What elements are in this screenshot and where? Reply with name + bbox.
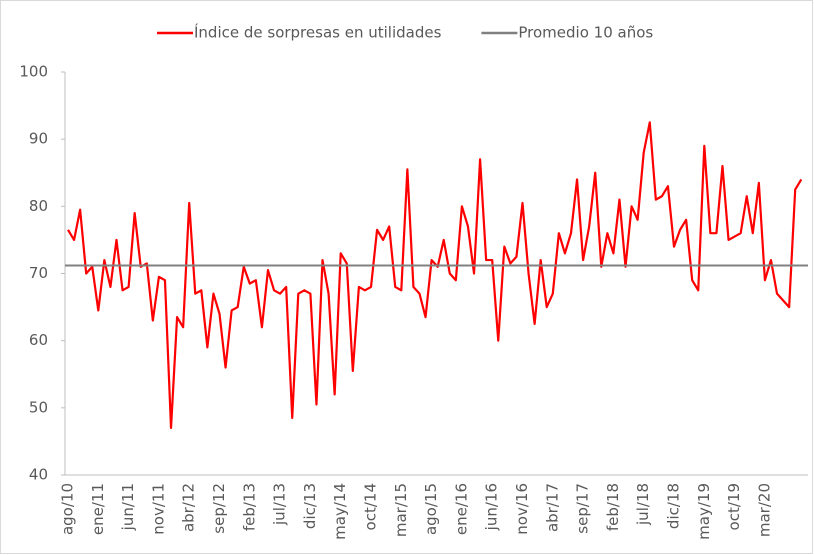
y-tick-label: 40 — [29, 466, 48, 484]
data-line — [67, 121, 803, 430]
x-tick-label: jul/18 — [634, 483, 652, 526]
x-tick-label: ago/15 — [422, 483, 440, 535]
x-tick-label: ene/16 — [452, 483, 470, 535]
x-tick-label: nov/16 — [513, 483, 531, 535]
x-tick-label: dic/13 — [301, 483, 319, 529]
x-tick-label: abr/12 — [180, 483, 198, 532]
legend-label: Índice de sorpresas en utilidades — [194, 23, 442, 42]
y-tick-label: 70 — [29, 264, 48, 282]
x-tick-label: feb/13 — [240, 483, 258, 531]
y-tick-label: 80 — [29, 197, 48, 215]
x-tick-label: nov/11 — [149, 483, 167, 535]
y-tick-label: 100 — [19, 63, 48, 81]
x-tick-label: ene/11 — [89, 483, 107, 535]
x-tick-label: may/14 — [331, 483, 349, 540]
legend-label: Promedio 10 años — [518, 24, 653, 42]
y-tick-label: 90 — [29, 130, 48, 148]
x-tick-label: jun/11 — [119, 483, 137, 531]
x-tick-label: feb/18 — [604, 483, 622, 531]
x-tick-label: oct/19 — [725, 483, 743, 530]
x-tick-label: oct/14 — [362, 483, 380, 530]
x-tick-label: sep/17 — [574, 483, 592, 534]
x-tick-label: ago/10 — [59, 483, 77, 535]
x-tick-label: sep/12 — [210, 483, 228, 534]
x-tick-label: mar/20 — [755, 483, 773, 537]
x-tick-label: jun/16 — [483, 483, 501, 531]
x-tick-label: jul/13 — [271, 483, 289, 526]
x-tick-label: mar/15 — [392, 483, 410, 537]
y-tick-label: 50 — [29, 398, 48, 416]
x-tick-label: abr/17 — [543, 483, 561, 532]
y-tick-label: 60 — [29, 331, 48, 349]
x-tick-label: may/19 — [695, 483, 713, 540]
x-tick-label: dic/18 — [665, 483, 683, 529]
